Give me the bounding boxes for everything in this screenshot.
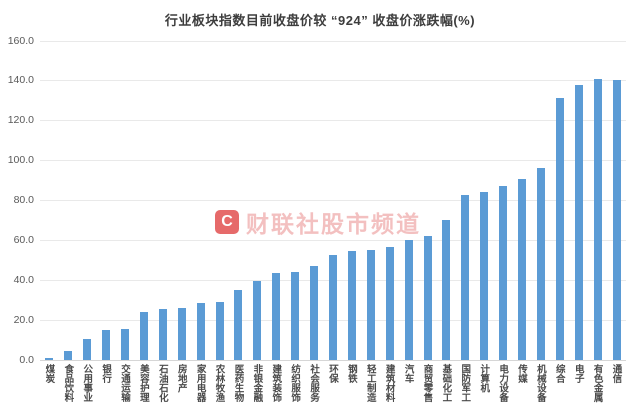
x-axis-label: 农林牧渔 xyxy=(213,364,225,402)
bar-5 xyxy=(121,329,130,360)
bar-23 xyxy=(461,195,470,360)
bar-22 xyxy=(442,220,451,360)
x-axis-label: 汽车 xyxy=(402,364,414,383)
bar-25 xyxy=(499,185,508,360)
x-axis-line xyxy=(40,359,626,361)
y-tick-label: 20.0 xyxy=(13,313,34,326)
x-axis-label: 医药生物 xyxy=(232,364,244,402)
bar-1 xyxy=(45,358,54,360)
x-axis-label: 传媒 xyxy=(516,364,527,383)
x-axis-label: 交通运输 xyxy=(119,364,131,402)
bar-16 xyxy=(329,255,337,360)
bar-4 xyxy=(102,330,111,360)
gridline xyxy=(40,40,626,42)
x-axis-label: 石油石化 xyxy=(156,364,168,402)
y-tick-label: 40.0 xyxy=(13,273,34,286)
x-axis-label: 通信 xyxy=(610,364,622,383)
x-axis-label: 煤炭 xyxy=(43,364,55,383)
x-axis-label: 基础化工 xyxy=(440,364,452,402)
x-axis-label: 非银金融 xyxy=(251,364,263,402)
bar-21 xyxy=(423,235,432,360)
x-axis-label: 食品饮料 xyxy=(62,364,74,402)
bar-10 xyxy=(215,302,224,360)
x-axis-label: 钢铁 xyxy=(345,364,357,383)
x-axis-label: 环保 xyxy=(326,364,338,383)
bar-15 xyxy=(310,265,319,360)
bar-30 xyxy=(593,79,602,360)
bar-18 xyxy=(366,249,375,360)
y-tick-label: 80.0 xyxy=(13,194,34,206)
x-axis-label: 纺织服饰 xyxy=(289,364,301,402)
x-axis-label: 电子 xyxy=(572,364,584,383)
y-tick-label: 160.0 xyxy=(7,34,34,47)
x-axis-label: 房地产 xyxy=(175,364,187,393)
x-axis-label: 建筑材料 xyxy=(383,364,395,402)
bar-11 xyxy=(234,290,243,360)
bar-7 xyxy=(158,309,167,360)
bar-13 xyxy=(272,273,281,360)
x-axis-label: 国防军工 xyxy=(459,364,471,402)
bar-24 xyxy=(480,192,489,360)
y-tick-label: 0.0 xyxy=(19,353,34,366)
x-axis-label: 机械设备 xyxy=(534,364,546,402)
bar-28 xyxy=(555,97,564,360)
x-axis-label: 社会服务 xyxy=(308,364,320,402)
gridline xyxy=(40,160,626,162)
bar-31 xyxy=(612,80,621,360)
bar-17 xyxy=(347,251,356,360)
y-tick-label: 100.0 xyxy=(7,154,34,167)
bar-9 xyxy=(196,303,205,360)
y-tick-label: 60.0 xyxy=(13,233,34,246)
bar-19 xyxy=(385,246,394,360)
y-tick-label: 120.0 xyxy=(7,114,34,127)
bar-27 xyxy=(536,167,545,360)
x-axis-label: 建筑装饰 xyxy=(270,364,282,402)
gridline xyxy=(40,120,626,122)
chart-title: 行业板块指数目前收盘价较 “924” 收盘价涨跌幅(%) xyxy=(164,13,476,28)
x-axis-label: 公用事业 xyxy=(81,364,93,402)
x-axis-label: 家用电器 xyxy=(194,364,206,402)
y-tick-label: 140.0 xyxy=(7,74,34,87)
x-axis-label: 有色金属 xyxy=(591,364,603,402)
x-axis-label: 银行 xyxy=(100,364,112,383)
gridline xyxy=(40,200,626,201)
x-axis-label: 综合 xyxy=(553,364,565,383)
bar-26 xyxy=(518,178,527,360)
bar-20 xyxy=(404,239,413,360)
x-axis-label: 计算机 xyxy=(478,364,490,393)
x-axis-label: 电力设备 xyxy=(497,364,509,402)
bar-6 xyxy=(139,311,148,360)
gridline xyxy=(40,80,626,82)
bar-2 xyxy=(64,350,73,360)
bar-29 xyxy=(574,85,583,360)
x-axis-label: 商贸零售 xyxy=(421,364,433,402)
bar-12 xyxy=(253,280,262,360)
bar-14 xyxy=(291,271,300,360)
gridline xyxy=(40,239,626,241)
x-axis-label: 美容护理 xyxy=(137,364,149,402)
bar-3 xyxy=(83,339,92,360)
x-axis-label: 轻工制造 xyxy=(364,364,376,402)
bar-8 xyxy=(177,308,186,360)
